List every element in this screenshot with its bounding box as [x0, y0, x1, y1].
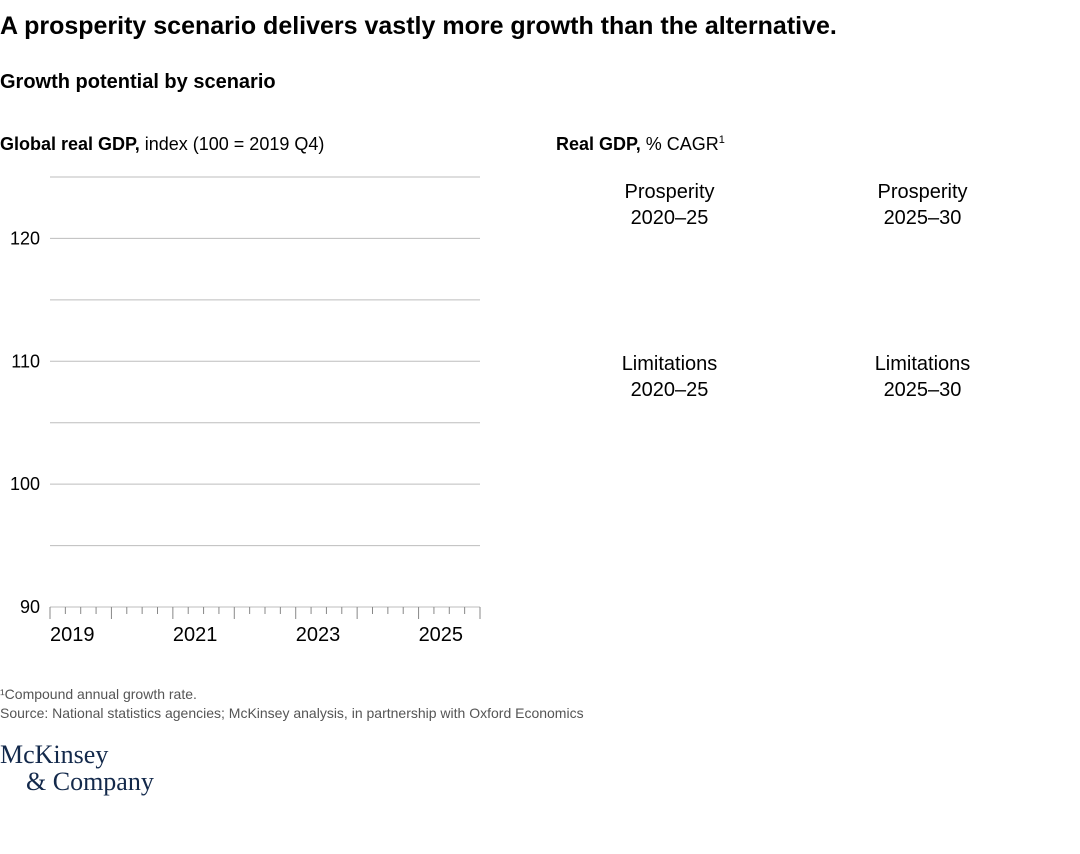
logo-line2: & Company [0, 767, 154, 796]
footnote-source: Source: National statistics agencies; Mc… [0, 704, 1080, 723]
right-panel-title-sup: 1 [719, 134, 725, 146]
right-panel-title: Real GDP, % CAGR1 [556, 134, 1036, 155]
cagr-panel: Prosperity 2020–25 Prosperity 2025–30 Li… [556, 173, 1036, 403]
svg-text:90: 90 [20, 597, 40, 617]
cagr-label-line2: 2020–25 [631, 207, 709, 229]
cagr-cell-limitations-20-25: Limitations 2020–25 [556, 351, 783, 403]
right-panel-title-bold: Real GDP, [556, 134, 641, 154]
svg-text:120: 120 [10, 228, 40, 248]
logo-line1: McKinsey [0, 740, 108, 769]
left-chart-title-rest: index (100 = 2019 Q4) [140, 134, 325, 154]
svg-text:2025: 2025 [419, 624, 464, 646]
cagr-label-line1: Limitations [875, 353, 971, 375]
cagr-cell-limitations-25-30: Limitations 2025–30 [809, 351, 1036, 403]
subtitle: Growth potential by scenario [0, 71, 1080, 94]
footnotes: Compound annual growth rate. Source: Nat… [0, 685, 1080, 723]
left-chart-title-bold: Global real GDP, [0, 134, 140, 154]
cagr-label-line2: 2025–30 [884, 379, 962, 401]
cagr-label-line2: 2020–25 [631, 379, 709, 401]
svg-text:2023: 2023 [296, 624, 341, 646]
line-chart: 90 100 110 120 2019 2021 2023 2025 [0, 173, 490, 663]
svg-text:2021: 2021 [173, 624, 218, 646]
cagr-label-line1: Prosperity [624, 181, 714, 203]
cagr-cell-prosperity-20-25: Prosperity 2020–25 [556, 179, 783, 231]
cagr-label-line2: 2025–30 [884, 207, 962, 229]
svg-text:2019: 2019 [50, 624, 95, 646]
cagr-label-line1: Prosperity [877, 181, 967, 203]
chart-row: 90 100 110 120 2019 2021 2023 2025 Prosperity 2… [0, 173, 1080, 663]
headline: A prosperity scenario delivers vastly mo… [0, 12, 1080, 41]
cagr-label-line1: Limitations [622, 353, 718, 375]
footnote-1: Compound annual growth rate. [0, 685, 1080, 704]
mckinsey-logo: McKinsey & Company [0, 741, 1080, 796]
svg-text:100: 100 [10, 474, 40, 494]
cagr-cell-prosperity-25-30: Prosperity 2025–30 [809, 179, 1036, 231]
line-chart-wrap: 90 100 110 120 2019 2021 2023 2025 [0, 173, 480, 663]
cagr-grid: Prosperity 2020–25 Prosperity 2025–30 Li… [556, 179, 1036, 403]
svg-text:110: 110 [11, 351, 40, 371]
right-panel-title-rest: % CAGR [641, 134, 719, 154]
chart-titles-row: Global real GDP, index (100 = 2019 Q4) R… [0, 134, 1080, 155]
left-chart-title: Global real GDP, index (100 = 2019 Q4) [0, 134, 480, 155]
